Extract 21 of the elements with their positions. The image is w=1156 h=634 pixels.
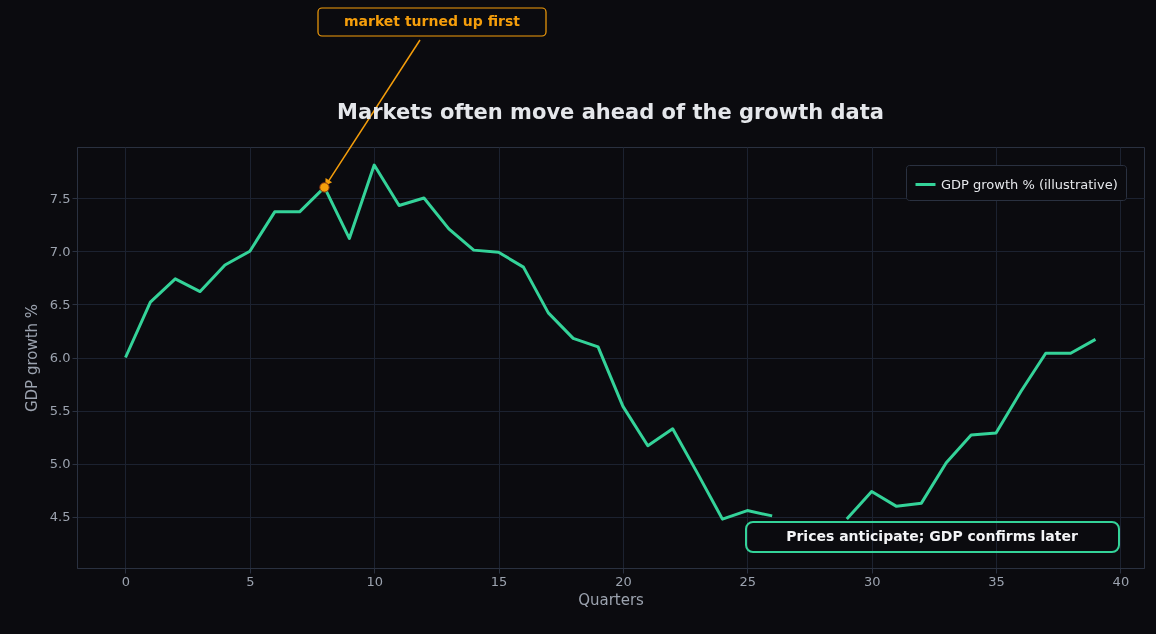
x-tick-label: 15 <box>490 573 508 589</box>
x-tick-label: 30 <box>863 573 881 589</box>
legend-label: GDP growth % (illustrative) <box>941 176 1118 192</box>
x-tick-label: 35 <box>988 573 1005 589</box>
y-tick-label: 7.0 <box>49 243 71 259</box>
y-tick-label: 7.5 <box>49 190 71 206</box>
x-tick-label: 20 <box>615 573 632 589</box>
x-tick-label: 5 <box>246 573 255 589</box>
x-tick-label: 25 <box>739 573 757 589</box>
y-tick-label: 5.0 <box>49 456 71 472</box>
y-tick-label: 4.5 <box>49 509 71 525</box>
x-tick-label: 40 <box>1112 573 1130 589</box>
x-axis-title: Quarters <box>578 590 645 609</box>
y-tick-label: 6.0 <box>49 350 71 365</box>
x-tick-label: 10 <box>366 573 383 589</box>
y-tick-label: 5.5 <box>49 403 71 419</box>
annotation: market turned up first <box>343 13 521 29</box>
y-axis-title: GDP growth % <box>22 303 41 413</box>
x-tick-label: 0 <box>121 573 131 589</box>
y-tick-label: 6.5 <box>49 296 71 312</box>
annotation: Prices anticipate; GDP confirms later <box>786 528 1078 544</box>
